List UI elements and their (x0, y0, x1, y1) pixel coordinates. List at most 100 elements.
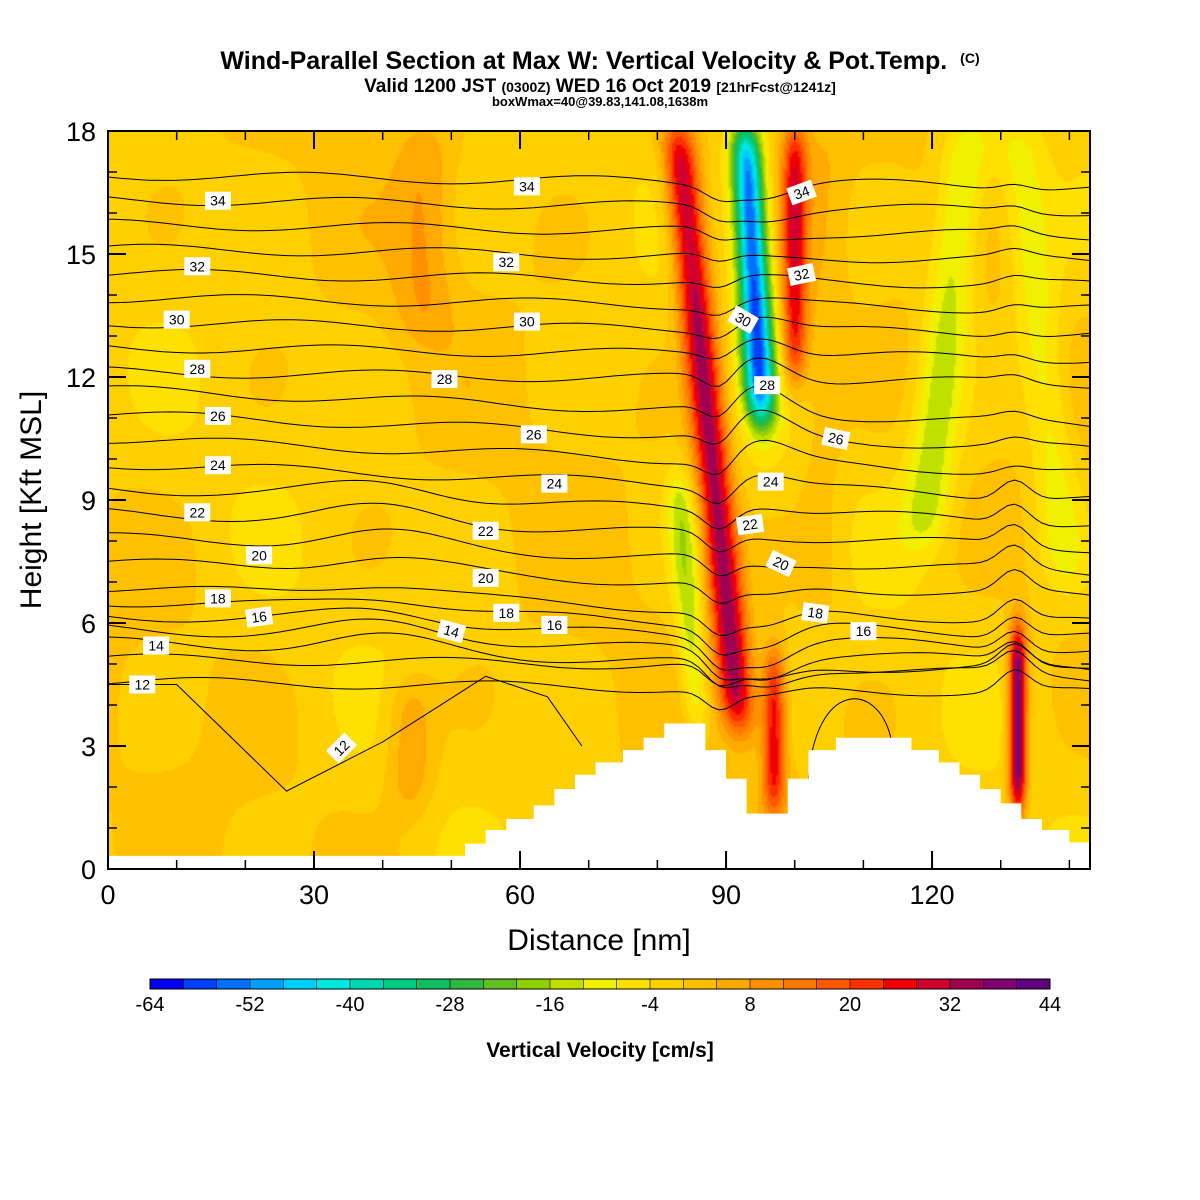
theta-contour-17 (108, 598, 1090, 656)
contour-label-text: 12 (135, 677, 151, 693)
colorbar-swatch (950, 979, 984, 989)
theta-contour-29 (108, 316, 1090, 340)
colorbar-swatch (283, 979, 318, 989)
contour-label-text: 30 (169, 312, 185, 328)
colorbar-swatch (816, 979, 851, 989)
contour-label-text: 28 (190, 361, 206, 377)
colorbar-tick-label: -16 (536, 994, 565, 1016)
contour-label-text: 32 (190, 258, 206, 274)
theta-contour-18 (108, 585, 1090, 637)
contour-label: 24 (204, 456, 231, 475)
contour-label-text: 18 (499, 605, 515, 621)
theta-contour-13 (108, 643, 1090, 687)
colorbar-tick-label: 8 (744, 994, 755, 1016)
contour-label-text: 26 (526, 426, 542, 442)
contour-label: 22 (184, 503, 211, 522)
contour-label: 30 (727, 305, 759, 334)
contour-label: 20 (472, 568, 499, 587)
contour-label: 16 (244, 606, 274, 628)
y-tick-label: 6 (81, 609, 96, 639)
contour-label-text: 14 (442, 621, 461, 641)
contour-label-text: 24 (547, 476, 563, 492)
contour-label: 28 (431, 370, 458, 389)
contour-label-text: 16 (250, 608, 268, 626)
theta-contour-21 (108, 502, 1090, 554)
y-tick-label: 0 (81, 855, 96, 885)
contour-label: 18 (801, 602, 830, 624)
x-tick-label: 60 (505, 880, 535, 910)
theta-contour-labels: 34 34 34 32 32 32 30 30 30 28 28 28 26 26 26 24 24 24 22 22… (129, 177, 877, 764)
theta-contour-12-dome (807, 698, 892, 779)
theta-contour-33 (108, 218, 1090, 241)
colorbar-swatch (583, 979, 618, 989)
chart-subtitle: Valid 1200 JST (0300Z) WED 16 Oct 2019 [… (364, 76, 836, 97)
colorbar-tick-label: -64 (136, 994, 165, 1016)
colorbar-swatch (783, 979, 818, 989)
contour-label: 20 (765, 549, 797, 578)
colorbar-swatch (650, 979, 684, 989)
theta-contour-25 (108, 409, 1090, 449)
contour-label: 34 (786, 179, 817, 206)
contour-label: 26 (821, 426, 851, 451)
contour-label: 14 (436, 619, 467, 644)
terrain-mask (108, 723, 1090, 869)
contour-label-text: 22 (741, 516, 759, 534)
contour-label: 32 (184, 257, 211, 276)
contour-label-text: 28 (437, 371, 453, 387)
y-tick-label: 15 (66, 240, 96, 270)
colorbar-swatch (183, 979, 218, 989)
theta-contour-32 (108, 243, 1090, 264)
contour-label: 14 (143, 636, 170, 655)
colorbar-swatch (683, 979, 718, 989)
theta-contour-28 (108, 338, 1090, 364)
theta-contour-34 (108, 196, 1090, 223)
theta-contour-15 (108, 618, 1090, 681)
theta-contour-12 (108, 669, 1090, 711)
contour-label: 28 (184, 359, 211, 378)
contour-label-text: 22 (190, 504, 206, 520)
colorbar-tick-label: -28 (436, 994, 465, 1016)
x-tick-label: 90 (711, 880, 741, 910)
colorbar-tick-label: 20 (839, 994, 861, 1016)
contour-label-text: 16 (547, 617, 563, 633)
contour-label: 34 (204, 191, 231, 210)
contour-label: 26 (204, 406, 231, 425)
contour-label-text: 18 (806, 604, 824, 622)
contour-label-text: 26 (827, 429, 846, 448)
colorbar-swatch (616, 979, 651, 989)
theta-contour-27 (108, 357, 1090, 389)
colorbar: -64 -52 -40 -28 -16 -4 8 20 32 44 (136, 978, 1061, 1016)
colorbar-tick-label: -52 (236, 994, 265, 1016)
colorbar-tick-label: -4 (641, 994, 659, 1016)
contour-label-text: 24 (763, 474, 779, 490)
contour-label-text: 20 (771, 553, 792, 574)
colorbar-title: Vertical Velocity [cm/s] (486, 1039, 714, 1062)
colorbar-swatch (883, 979, 918, 989)
theta-contour-35 (108, 171, 1090, 203)
colorbar-tick-label: 44 (1039, 994, 1061, 1016)
contour-label-text: 34 (519, 178, 535, 194)
contour-label-text: 20 (478, 570, 494, 586)
colorbar-swatch (483, 979, 518, 989)
colorbar-swatch (150, 979, 184, 989)
theta-contour-14 (108, 632, 1090, 689)
contour-label: 18 (493, 603, 520, 622)
contour-label: 20 (246, 546, 273, 565)
colorbar-swatch (983, 979, 1018, 989)
contour-label-text: 14 (148, 638, 164, 654)
theta-contour-31 (108, 268, 1090, 289)
colorbar-swatch (416, 979, 451, 989)
x-tick-label: 120 (910, 880, 955, 910)
contour-label-text: 20 (251, 547, 267, 563)
colorbar-frame (149, 978, 1051, 990)
contour-label: 16 (850, 622, 877, 641)
contour-label: 22 (735, 513, 765, 536)
colorbar-swatch (250, 979, 284, 989)
contour-label-text: 34 (210, 193, 226, 209)
theta-contour-22 (108, 479, 1090, 530)
x-tick-label: 0 (100, 880, 115, 910)
contour-label: 34 (513, 177, 540, 196)
contour-label: 32 (787, 262, 817, 287)
contour-label-text: 22 (478, 523, 494, 539)
